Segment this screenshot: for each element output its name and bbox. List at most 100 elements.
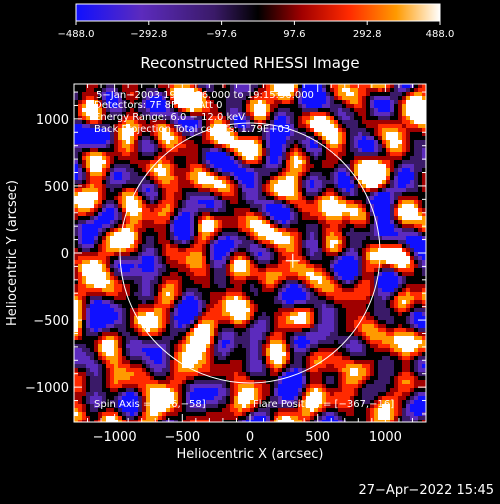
- heatmap-cell: [318, 224, 322, 228]
- heatmap-cell: [102, 152, 106, 156]
- heatmap-cell: [374, 160, 378, 164]
- heatmap-cell: [146, 256, 150, 260]
- heatmap-cell: [134, 196, 138, 200]
- heatmap-cell: [386, 112, 390, 116]
- heatmap-cell: [414, 224, 418, 228]
- heatmap-cell: [290, 152, 294, 156]
- heatmap-cell: [410, 120, 414, 124]
- heatmap-cell: [242, 248, 246, 252]
- heatmap-cell: [378, 92, 382, 96]
- heatmap-cell: [250, 256, 254, 260]
- heatmap-cell: [102, 300, 106, 304]
- heatmap-cell: [398, 252, 402, 256]
- heatmap-cell: [234, 228, 238, 232]
- heatmap-cell: [362, 200, 366, 204]
- heatmap-cell: [226, 184, 230, 188]
- heatmap-cell: [174, 280, 178, 284]
- heatmap-cell: [230, 268, 234, 272]
- heatmap-cell: [170, 280, 174, 284]
- heatmap-cell: [378, 120, 382, 124]
- heatmap-cell: [90, 244, 94, 248]
- heatmap-cell: [310, 300, 314, 304]
- heatmap-cell: [382, 168, 386, 172]
- heatmap-cell: [86, 184, 90, 188]
- heatmap-cell: [350, 92, 354, 96]
- heatmap-cell: [394, 140, 398, 144]
- heatmap-cell: [138, 240, 142, 244]
- heatmap-cell: [290, 200, 294, 204]
- heatmap-cell: [298, 136, 302, 140]
- heatmap-cell: [98, 200, 102, 204]
- heatmap-cell: [402, 116, 406, 120]
- heatmap-cell: [318, 296, 322, 300]
- heatmap-cell: [94, 228, 98, 232]
- heatmap-cell: [378, 176, 382, 180]
- heatmap-cell: [262, 144, 266, 148]
- heatmap-cell: [330, 228, 334, 232]
- heatmap-cell: [106, 156, 110, 160]
- heatmap-cell: [162, 300, 166, 304]
- heatmap-cell: [286, 172, 290, 176]
- heatmap-cell: [258, 200, 262, 204]
- heatmap-cell: [94, 260, 98, 264]
- heatmap-cell: [386, 212, 390, 216]
- heatmap-cell: [386, 208, 390, 212]
- heatmap-cell: [182, 292, 186, 296]
- heatmap-cell: [214, 136, 218, 140]
- heatmap-cell: [318, 104, 322, 108]
- heatmap-cell: [342, 276, 346, 280]
- heatmap-cell: [270, 232, 274, 236]
- heatmap-cell: [402, 268, 406, 272]
- heatmap-cell: [122, 156, 126, 160]
- heatmap-cell: [198, 300, 202, 304]
- heatmap-cell: [314, 128, 318, 132]
- heatmap-cell: [346, 112, 350, 116]
- heatmap-cell: [230, 184, 234, 188]
- heatmap-cell: [118, 216, 122, 220]
- heatmap-cell: [326, 196, 330, 200]
- heatmap-cell: [282, 188, 286, 192]
- heatmap-cell: [242, 152, 246, 156]
- heatmap-cell: [142, 200, 146, 204]
- heatmap-cell: [330, 260, 334, 264]
- heatmap-cell: [254, 292, 258, 296]
- heatmap-cell: [178, 240, 182, 244]
- heatmap-cell: [150, 188, 154, 192]
- heatmap-cell: [278, 136, 282, 140]
- heatmap-cell: [278, 296, 282, 300]
- heatmap-cell: [78, 124, 82, 128]
- heatmap-cell: [382, 184, 386, 188]
- heatmap-cell: [90, 280, 94, 284]
- heatmap-cell: [350, 164, 354, 168]
- heatmap-cell: [282, 264, 286, 268]
- heatmap-cell: [390, 128, 394, 132]
- heatmap-cell: [290, 156, 294, 160]
- heatmap-cell: [422, 232, 426, 236]
- heatmap-cell: [410, 252, 414, 256]
- heatmap-cell: [178, 136, 182, 140]
- heatmap-cell: [202, 176, 206, 180]
- heatmap-cell: [370, 268, 374, 272]
- heatmap-cell: [346, 160, 350, 164]
- heatmap-cell: [154, 188, 158, 192]
- heatmap-cell: [202, 148, 206, 152]
- heatmap-cell: [282, 140, 286, 144]
- heatmap-cell: [394, 288, 398, 292]
- heatmap-cell: [298, 176, 302, 180]
- heatmap-cell: [418, 216, 422, 220]
- heatmap-cell: [198, 176, 202, 180]
- heatmap-cell: [102, 188, 106, 192]
- heatmap-cell: [422, 100, 426, 104]
- heatmap-cell: [274, 176, 278, 180]
- heatmap-cell: [354, 284, 358, 288]
- heatmap-cell: [346, 296, 350, 300]
- heatmap-cell: [394, 84, 398, 88]
- heatmap-cell: [402, 100, 406, 104]
- heatmap-cell: [210, 240, 214, 244]
- heatmap-cell: [82, 200, 86, 204]
- heatmap-cell: [262, 184, 266, 188]
- heatmap-cell: [78, 156, 82, 160]
- heatmap-cell: [126, 188, 130, 192]
- heatmap-cell: [262, 160, 266, 164]
- heatmap-cell: [166, 304, 170, 308]
